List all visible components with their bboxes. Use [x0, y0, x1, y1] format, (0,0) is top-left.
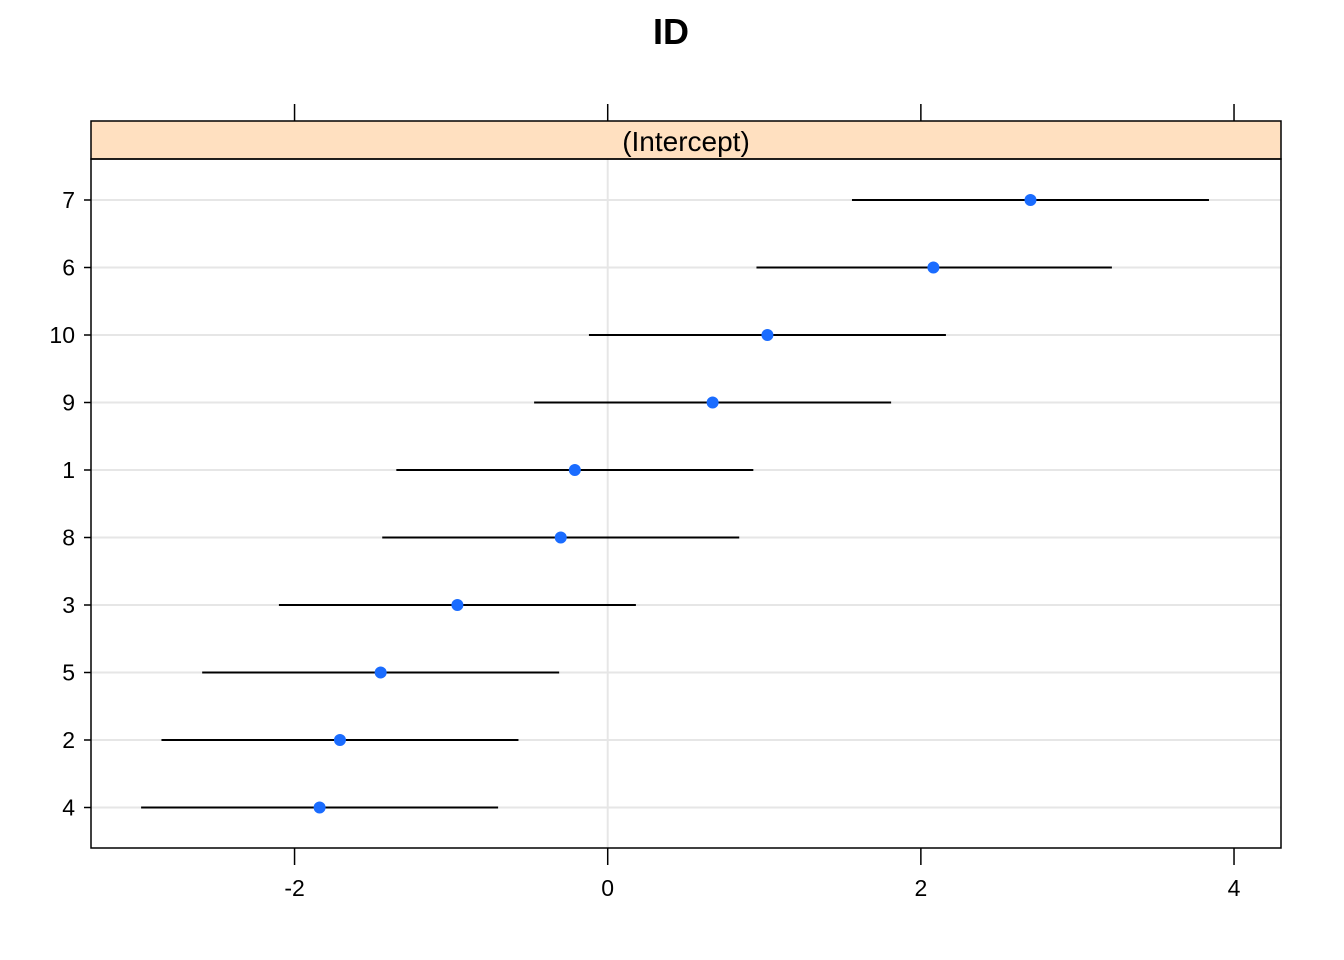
estimate-point [554, 531, 567, 544]
panel-frame [90, 158, 1282, 849]
estimate-point [568, 464, 581, 476]
x-tick-label: 2 [914, 875, 927, 901]
y-tick-label: 10 [49, 322, 75, 348]
y-tick-label: 3 [62, 592, 75, 618]
estimate-point [451, 599, 464, 611]
panel-strip [90, 120, 1282, 160]
estimate-point [927, 261, 940, 274]
panel-strip-label: (Intercept) [622, 126, 750, 157]
y-tick-label: 9 [62, 390, 75, 416]
y-tick-label: 6 [62, 255, 75, 281]
chart-title: ID [653, 11, 689, 52]
x-tick-label: -2 [284, 875, 304, 901]
estimate-point [706, 396, 719, 409]
grid-layer [91, 159, 1281, 848]
marks-layer [141, 194, 1209, 814]
estimate-point [1024, 194, 1037, 206]
y-tick-label: 1 [62, 457, 75, 483]
y-tick-label: 5 [62, 660, 75, 686]
estimate-point [313, 801, 326, 814]
axis-layer: -2 0 2 4 7 6 10 9 1 8 3 5 2 4 [49, 104, 1241, 901]
y-tick-label: 4 [62, 795, 75, 821]
estimate-point [374, 666, 387, 679]
x-tick-label: 0 [601, 875, 614, 901]
y-tick-label: 8 [62, 525, 75, 551]
estimate-point [333, 734, 346, 746]
x-tick-label: 4 [1228, 875, 1241, 901]
estimate-point [761, 329, 774, 341]
y-tick-label: 2 [62, 727, 75, 753]
y-tick-label: 7 [62, 187, 75, 213]
